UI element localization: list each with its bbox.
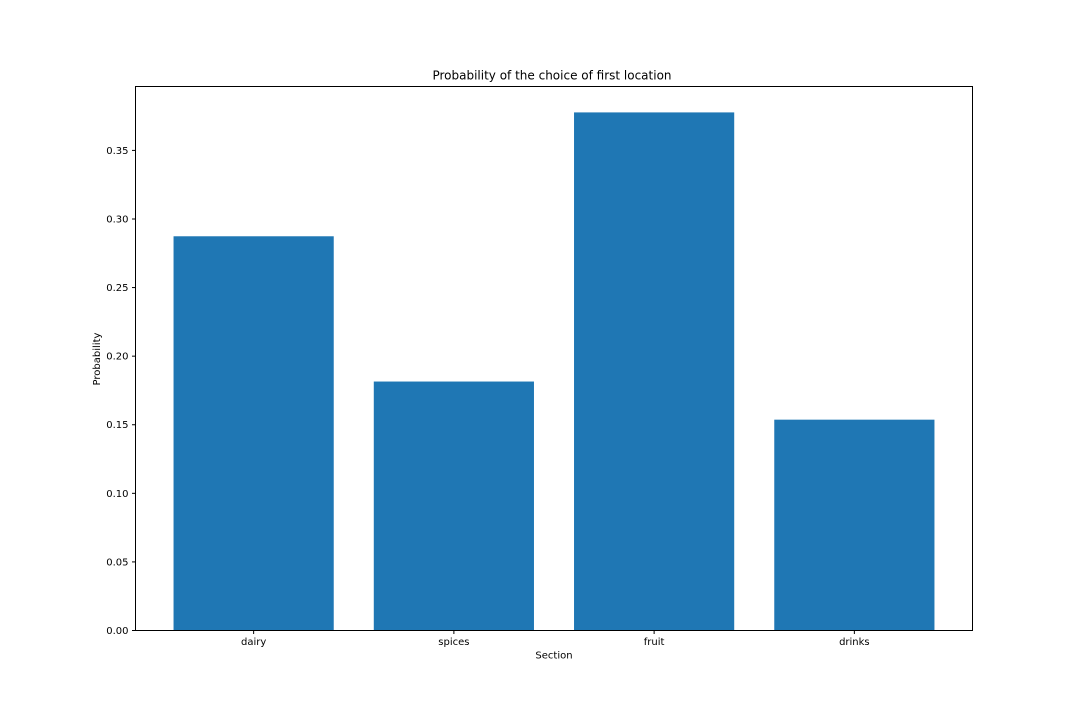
x-tick-label: fruit bbox=[644, 637, 665, 648]
x-axis-label: Section bbox=[535, 651, 572, 662]
x-tick-label: spices bbox=[438, 637, 469, 648]
y-axis-label: Probability bbox=[92, 332, 103, 385]
bar-spices bbox=[373, 381, 534, 631]
bar-fruit bbox=[574, 112, 735, 631]
y-tick-label: 0.00 bbox=[106, 626, 128, 637]
chart-title: Probability of the choice of first locat… bbox=[432, 69, 671, 83]
bars-group bbox=[173, 112, 935, 631]
bar-dairy bbox=[173, 236, 334, 631]
y-tick-label: 0.30 bbox=[106, 214, 128, 225]
plot-frame bbox=[135, 86, 973, 631]
x-tick-label: drinks bbox=[839, 637, 870, 648]
y-tick-label: 0.25 bbox=[106, 283, 128, 294]
y-tick-label: 0.10 bbox=[106, 489, 128, 500]
y-axis: 0.00 0.05 0.10 0.15 0.20 0.25 0.30 0.35 bbox=[106, 146, 136, 637]
x-axis: dairy spices fruit drinks bbox=[241, 630, 870, 648]
y-tick-label: 0.05 bbox=[106, 557, 128, 568]
y-tick-label: 0.15 bbox=[106, 420, 128, 431]
bar-drinks bbox=[774, 419, 935, 631]
x-tick-label: dairy bbox=[241, 637, 266, 648]
y-tick-label: 0.20 bbox=[106, 352, 128, 363]
y-tick-label: 0.35 bbox=[106, 146, 128, 157]
